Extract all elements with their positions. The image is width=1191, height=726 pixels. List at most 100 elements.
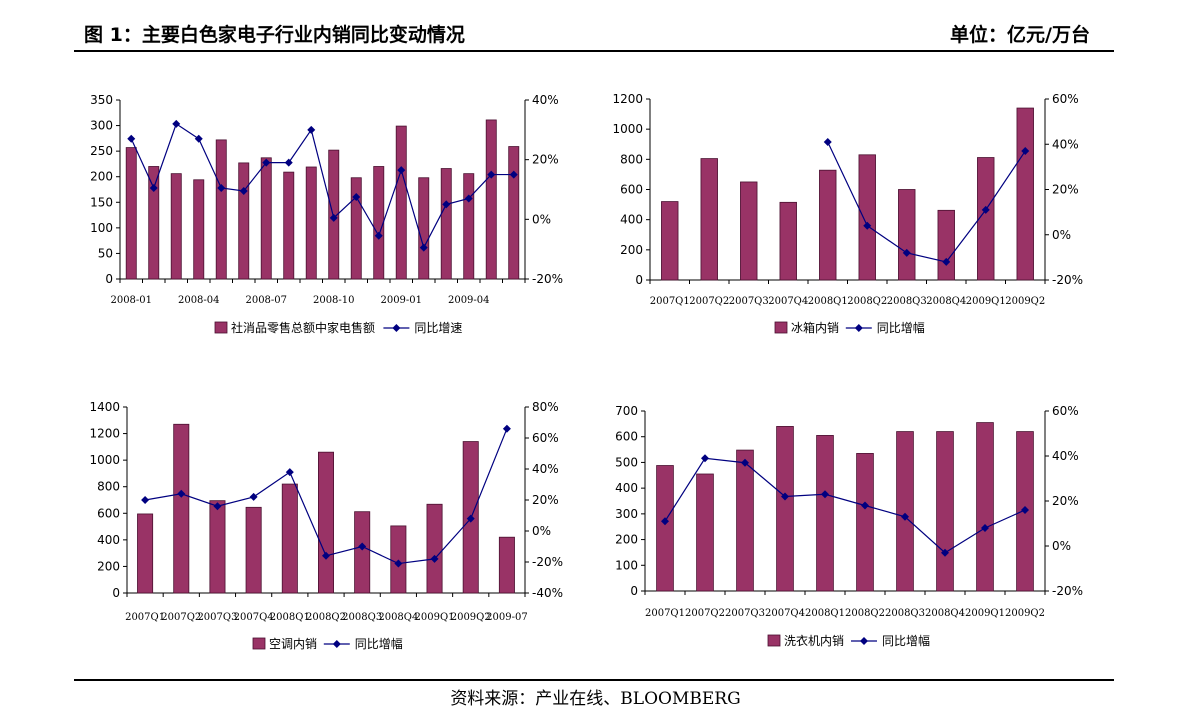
bar [125, 147, 137, 280]
right-tick-label: 60% [1052, 92, 1079, 106]
legend-line-label: 同比增幅 [355, 636, 403, 651]
x-tick-label: 2007Q3 [729, 296, 769, 307]
left-tick-label: 100 [615, 558, 638, 572]
left-tick-label: 350 [90, 93, 113, 107]
right-tick-label: 20% [1052, 183, 1079, 197]
line-point [502, 424, 511, 433]
right-tick-label: -20% [1052, 584, 1083, 598]
left-tick-label: 1000 [612, 122, 643, 136]
line-point [464, 194, 473, 203]
top-divider [74, 50, 1114, 52]
line-point [213, 502, 222, 511]
legend-bar-label: 空调内销 [269, 637, 317, 651]
bar [148, 166, 160, 280]
x-tick-label: 2007Q1 [650, 296, 690, 307]
bar [318, 451, 334, 594]
x-tick-label: 2009Q2 [451, 612, 491, 623]
bar [816, 435, 834, 592]
bar [896, 431, 914, 592]
line-point [466, 514, 475, 523]
line-point [239, 186, 248, 195]
left-tick-label: 100 [90, 221, 113, 235]
legend-bar-swatch [774, 321, 788, 334]
bar [696, 473, 714, 592]
x-tick-label: 2007Q2 [161, 612, 201, 623]
line-point [127, 134, 136, 143]
legend-bar-swatch [767, 634, 781, 647]
right-tick-label: 40% [532, 462, 559, 476]
legend: 社消品零售总额中家电售额 同比增速 [214, 320, 462, 335]
x-tick-label: 2008-01 [110, 295, 152, 306]
bar [426, 503, 443, 594]
x-tick-label: 2008Q4 [926, 296, 966, 307]
bar [776, 426, 794, 592]
legend: 洗衣机内销 同比增幅 [767, 633, 930, 648]
right-tick-label: 20% [1052, 494, 1079, 508]
line-point [307, 125, 316, 134]
legend: 空调内销 同比增幅 [252, 636, 403, 651]
x-tick-label: 2009Q1 [966, 296, 1006, 307]
bar [937, 209, 955, 281]
line-point [1021, 506, 1029, 514]
bar [260, 157, 272, 280]
left-tick-label: 600 [620, 183, 643, 197]
legend-bar-label: 洗衣机内销 [784, 633, 844, 648]
left-tick-label: 200 [97, 559, 120, 573]
legend-line-marker [860, 637, 868, 645]
x-tick-label: 2007Q1 [645, 608, 685, 619]
x-tick-label: 2009-04 [448, 295, 490, 306]
x-tick-label: 2008Q4 [378, 612, 418, 623]
bar [418, 177, 430, 280]
right-tick-label: 0% [532, 524, 551, 538]
figure-title: 图 1：主要白色家电子行业内销同比变动情况 [84, 24, 465, 46]
left-tick-label: 250 [90, 144, 113, 158]
x-tick-label: 2008Q2 [306, 612, 346, 623]
bar [498, 536, 515, 594]
line-point [397, 166, 406, 175]
right-tick-label: 40% [532, 93, 559, 107]
bar [373, 166, 385, 280]
right-tick-label: 40% [1052, 137, 1079, 151]
x-tick-label: 2008Q3 [887, 296, 927, 307]
line-point [430, 554, 439, 563]
series-line [130, 122, 514, 250]
left-tick-label: 1200 [612, 92, 643, 106]
left-tick-label: 200 [90, 170, 113, 184]
line-point [981, 524, 989, 532]
line-point [285, 468, 294, 477]
right-tick-label: -20% [1052, 273, 1083, 287]
line-point [902, 248, 911, 257]
line-point [701, 454, 709, 463]
line-point [352, 192, 361, 201]
line-point [419, 243, 428, 252]
line-point [194, 134, 203, 143]
bar [508, 146, 520, 280]
bar [440, 168, 452, 280]
bar [936, 431, 954, 592]
legend-bar-swatch [214, 321, 228, 334]
x-tick-label: 2008-04 [178, 295, 220, 306]
bar [137, 513, 154, 594]
legend-line-label: 同比增速 [414, 321, 462, 335]
x-tick-label: 2009Q2 [1005, 608, 1045, 619]
bar [215, 139, 227, 280]
x-tick-label: 2009-01 [380, 295, 422, 306]
legend-line-marker [332, 640, 341, 648]
legend-line-label: 同比增幅 [882, 633, 930, 648]
x-tick-label: 2008-07 [245, 295, 287, 306]
bar [736, 449, 754, 592]
line-point [358, 542, 367, 551]
x-tick-label: 2008Q1 [270, 612, 310, 623]
unit-label: 单位：亿元/万台 [950, 24, 1090, 46]
legend-bar-swatch [252, 637, 266, 650]
line-point [781, 492, 789, 501]
left-tick-label: 150 [90, 195, 113, 209]
left-tick-label: 800 [620, 152, 643, 166]
x-tick-label: 2009Q2 [1005, 296, 1045, 307]
chart-ac: 0 200 400 600 800 1000 1200 1400 -40% -20% 0% 20% 40… [89, 400, 563, 651]
bar [193, 179, 205, 280]
left-tick-label: 200 [620, 243, 643, 257]
bar [898, 189, 916, 281]
x-tick-label: 2007Q4 [768, 296, 808, 307]
